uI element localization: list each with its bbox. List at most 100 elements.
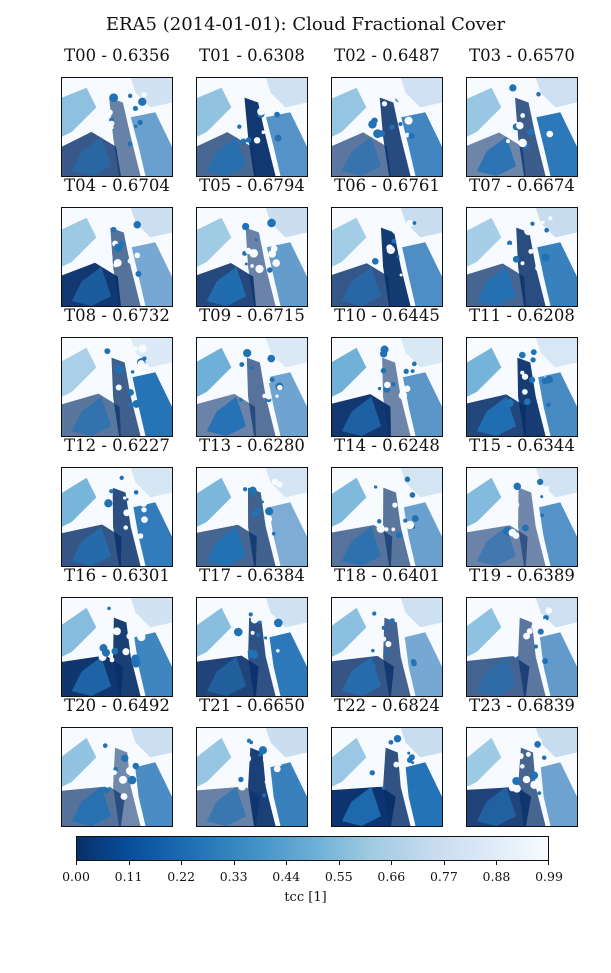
panel-title: T08 - 0.6732: [64, 306, 170, 325]
cloud-cell: [526, 628, 533, 635]
cloud-cell: [108, 482, 115, 489]
cloud-cell: [100, 218, 106, 225]
cloud-cover-field: [62, 728, 172, 826]
cloud-cell: [130, 370, 135, 374]
cloud-cell: [274, 618, 283, 628]
cloud-region: [62, 87, 97, 137]
cloud-cell: [107, 606, 111, 611]
cloud-cell: [272, 259, 280, 267]
cloud-cell: [271, 531, 276, 536]
colorbar-tick: [496, 861, 498, 865]
cloud-cell: [404, 476, 411, 483]
cloud-cell: [548, 216, 553, 221]
cloud-cell: [534, 741, 541, 748]
cloud-region: [206, 656, 247, 696]
cloud-region: [332, 87, 367, 137]
panel-title: T10 - 0.6445: [334, 306, 440, 325]
cloud-cell: [380, 636, 387, 642]
cloud-region: [62, 737, 97, 787]
cloud-cell: [522, 524, 529, 532]
cloud-cell: [398, 122, 403, 127]
cloud-cell: [528, 376, 536, 384]
cloud-cell: [112, 627, 121, 636]
cloud-cell: [113, 243, 123, 252]
cloud-cell: [411, 660, 417, 667]
cloud-region: [467, 347, 502, 397]
cloud-region: [269, 632, 307, 696]
cloud-region: [197, 347, 232, 397]
cloud-region: [113, 617, 141, 696]
cloud-cell: [245, 247, 252, 255]
cloud-cell: [518, 351, 526, 359]
cloud-cell: [113, 259, 122, 267]
panel-title: T03 - 0.6570: [469, 46, 575, 65]
cloud-cell: [508, 244, 512, 248]
cloud-region: [265, 208, 307, 238]
cloud-cover-field: [197, 468, 307, 566]
cloud-cell: [238, 397, 243, 402]
cloud-cell: [531, 623, 537, 630]
cloud-cell: [518, 138, 527, 148]
cloud-region: [130, 728, 172, 758]
cloud-cell: [407, 751, 411, 755]
cloud-cell: [533, 644, 538, 649]
cloud-cell: [381, 786, 386, 790]
panel-title: T21 - 0.6650: [199, 696, 305, 715]
cloud-cell: [132, 400, 141, 408]
panel-map: [61, 597, 173, 697]
cloud-cell: [264, 636, 268, 640]
cloud-cell: [245, 137, 252, 143]
cloud-cell: [109, 125, 114, 130]
cloud-cell: [380, 367, 387, 374]
colorbar-tick: [233, 861, 235, 865]
cloud-cell: [123, 509, 131, 517]
cloud-cell: [137, 119, 143, 126]
cloud-cell: [403, 368, 409, 374]
cloud-cell: [409, 782, 415, 788]
cloud-cover-field: [467, 338, 577, 436]
cloud-cell: [141, 507, 147, 513]
cloud-cell: [541, 377, 549, 385]
cloud-cell: [243, 737, 248, 742]
cloud-cell: [402, 774, 406, 779]
cloud-region: [197, 217, 232, 267]
cloud-region: [401, 112, 442, 176]
cloud-cell: [233, 490, 242, 500]
cloud-cell: [103, 780, 112, 788]
panel-title: T18 - 0.6401: [334, 566, 440, 585]
cloud-region: [109, 97, 141, 176]
cloud-cell: [274, 111, 280, 118]
cloud-cell: [404, 116, 413, 125]
cloud-cell: [256, 632, 261, 638]
cloud-cell: [137, 533, 144, 539]
cloud-cell: [235, 503, 241, 510]
cloud-cell: [249, 650, 259, 660]
cloud-cell: [137, 360, 145, 368]
cloud-cell: [523, 632, 530, 640]
cloud-cell: [238, 776, 244, 783]
cloud-region: [206, 526, 247, 566]
cloud-region: [206, 266, 247, 306]
cloud-region: [265, 728, 307, 758]
cloud-cell: [525, 751, 531, 757]
cloud-cell: [393, 761, 400, 768]
cloud-cell: [396, 254, 400, 258]
cloud-cell: [391, 382, 396, 387]
cloud-cell: [540, 495, 544, 499]
cloud-cell: [527, 128, 534, 136]
cloud-cell: [537, 791, 542, 796]
cloud-cell: [119, 475, 124, 480]
cloud-cell: [137, 632, 146, 642]
cloud-region: [130, 112, 172, 176]
cloud-cell: [115, 365, 124, 374]
cloud-cell: [275, 394, 279, 398]
cloud-cell: [517, 752, 524, 760]
cloud-region: [341, 266, 382, 306]
cloud-cell: [261, 130, 266, 135]
cloud-region: [400, 208, 442, 238]
cloud-region: [135, 762, 172, 826]
cloud-cell: [373, 751, 380, 758]
cloud-region: [400, 468, 442, 498]
cloud-region: [535, 208, 577, 238]
figure-title: ERA5 (2014-01-01): Cloud Fractional Cove…: [105, 14, 506, 35]
